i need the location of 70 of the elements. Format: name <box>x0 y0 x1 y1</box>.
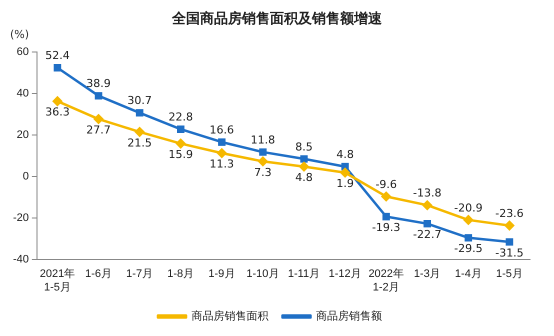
x-tick-label: 1-12月 <box>328 268 362 280</box>
data-label: -29.5 <box>454 242 483 256</box>
data-label: 8.5 <box>295 140 313 154</box>
x-tick-label: 1-10月 <box>246 268 280 280</box>
legend-label: 商品房销售额 <box>316 310 382 323</box>
data-label: -31.5 <box>495 246 524 260</box>
point <box>299 162 309 172</box>
data-label: 22.8 <box>168 110 193 124</box>
point <box>259 148 267 156</box>
point <box>94 114 104 124</box>
data-label: 11.8 <box>250 133 276 146</box>
data-label: -22.7 <box>413 228 442 242</box>
y-tick-label: -40 <box>12 254 29 266</box>
data-label: -13.8 <box>413 186 442 200</box>
data-label: 4.8 <box>295 170 313 184</box>
x-tick-label: 2021年 1-5月 <box>40 268 76 294</box>
y-tick-label: 0 <box>22 170 29 183</box>
y-tick-label: -20 <box>12 212 29 224</box>
data-label: 11.3 <box>210 157 234 170</box>
point <box>176 126 184 133</box>
x-tick-label: 1-4月 <box>454 268 482 280</box>
x-tick-label: 1-8月 <box>167 268 194 280</box>
data-label: 52.4 <box>45 49 70 62</box>
point <box>54 64 62 72</box>
data-label: 7.3 <box>254 166 272 179</box>
data-label: 4.8 <box>336 148 354 161</box>
legend-label: 商品房销售面积 <box>192 310 268 323</box>
point <box>381 192 391 202</box>
data-label: 36.3 <box>45 106 70 119</box>
point <box>424 220 431 228</box>
point <box>134 127 144 137</box>
data-label: -23.6 <box>495 206 524 220</box>
point <box>422 200 432 210</box>
point <box>176 138 186 148</box>
point <box>217 148 227 158</box>
x-tick-label: 1-7月 <box>126 268 154 280</box>
point <box>218 138 226 146</box>
x-tick-label: 2022年 1-2月 <box>368 268 404 294</box>
data-label: 1.9 <box>336 176 354 190</box>
x-tick-label: 1-9月 <box>208 268 236 280</box>
x-tick-label: 1-6月 <box>85 268 112 280</box>
point <box>341 162 349 170</box>
point <box>94 92 102 100</box>
point <box>504 220 514 230</box>
chart-title: 全国商品房销售面积及销售额增速 <box>171 10 383 28</box>
data-label: 15.9 <box>168 148 193 161</box>
data-label: 21.5 <box>127 136 152 150</box>
point <box>340 168 350 178</box>
point <box>464 234 472 242</box>
data-label: -9.6 <box>375 178 397 191</box>
y-tick-label: 40 <box>16 88 29 100</box>
y-tick-label: 60 <box>16 46 29 58</box>
data-label: 27.7 <box>86 123 111 136</box>
point <box>464 215 474 225</box>
point <box>258 156 268 166</box>
x-tick-label: 1-5月 <box>496 268 523 280</box>
data-label: 38.9 <box>86 77 111 90</box>
data-label: -19.3 <box>372 220 400 234</box>
x-tick-label: 1-11月 <box>288 268 320 280</box>
point <box>52 96 62 106</box>
x-tick-label: 1-3月 <box>414 268 441 280</box>
point <box>382 212 390 220</box>
data-label: 30.7 <box>127 94 152 108</box>
point <box>136 109 144 117</box>
data-label: -20.9 <box>454 201 483 214</box>
y-tick-label: 20 <box>16 129 29 142</box>
y-axis-title: (%) <box>10 28 30 41</box>
data-label: 16.6 <box>210 123 234 136</box>
point <box>300 155 308 163</box>
point <box>506 238 514 246</box>
